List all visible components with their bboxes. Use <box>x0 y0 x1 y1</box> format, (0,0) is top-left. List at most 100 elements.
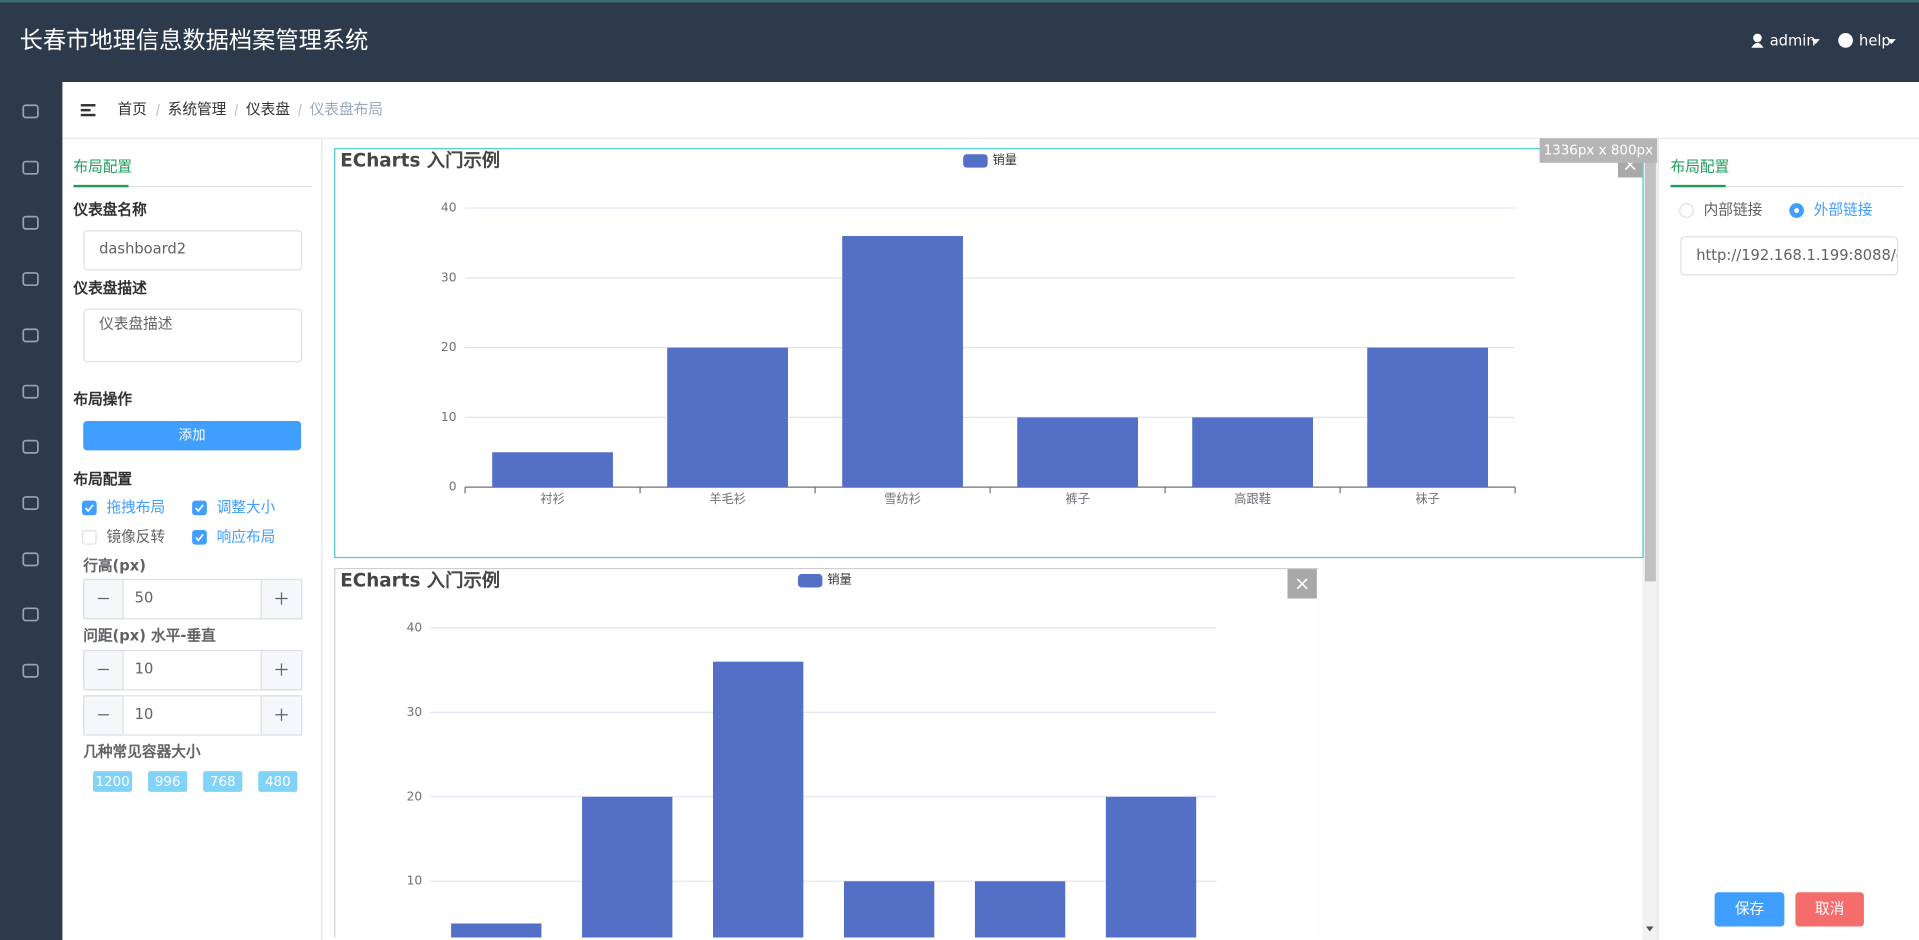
panel-tab[interactable]: 布局配置 <box>73 159 132 176</box>
checkbox[interactable] <box>192 500 207 516</box>
scroll-down-arrow[interactable] <box>1646 926 1654 932</box>
y-tick-label: 10 <box>407 874 423 888</box>
sidebar-icon[interactable] <box>22 215 39 230</box>
sidebar-icon[interactable] <box>22 328 39 343</box>
checkbox[interactable] <box>81 529 97 545</box>
bar <box>451 923 542 938</box>
help-icon[interactable] <box>1838 33 1853 48</box>
menu-toggle[interactable] <box>80 108 91 112</box>
size-indicator <box>1539 138 1658 163</box>
legend-label[interactable]: 销量 <box>827 573 851 587</box>
bar <box>712 661 804 938</box>
radio-label[interactable]: 内部链接 <box>1704 202 1763 219</box>
desc-textarea[interactable] <box>83 308 303 363</box>
bar <box>843 881 935 938</box>
cancel-button-label: 取消 <box>1815 900 1844 917</box>
y-tick-label: 20 <box>441 340 457 354</box>
legend-swatch[interactable] <box>963 154 988 168</box>
breadcrumb-item: 仪表盘布局 <box>310 100 383 118</box>
header-bar <box>0 0 1919 83</box>
bar <box>667 347 788 488</box>
y-tick-label: 40 <box>407 620 423 634</box>
close-icon <box>1296 578 1308 590</box>
size-badge[interactable] <box>93 771 133 792</box>
sidebar-icon[interactable] <box>22 160 39 175</box>
x-tick-label: 雪纺衫 <box>884 492 921 506</box>
size-badge[interactable] <box>203 771 243 792</box>
scrollbar-thumb[interactable] <box>1644 159 1656 582</box>
y-tick-label: 0 <box>449 480 457 494</box>
bar <box>1017 417 1138 488</box>
add-button[interactable] <box>83 421 302 451</box>
legend-label[interactable]: 销量 <box>993 153 1017 167</box>
y-tick-label: 20 <box>407 789 423 803</box>
bar <box>492 452 613 488</box>
sidebar-icon[interactable] <box>22 384 39 399</box>
x-tick-label: 袜子 <box>1415 492 1439 506</box>
breadcrumb-item[interactable]: 首页 <box>117 101 146 118</box>
checkbox[interactable] <box>81 500 97 516</box>
user-menu[interactable]: admin <box>1770 33 1816 50</box>
checkbox-label[interactable]: 镜像反转 <box>106 527 165 545</box>
app-title: 长春市地理信息数据档案管理系统 <box>20 27 369 54</box>
y-tick-label: 30 <box>407 705 423 719</box>
checkbox-label[interactable]: 拖拽布局 <box>106 499 165 516</box>
legend-swatch[interactable] <box>797 574 823 588</box>
y-tick-label: 10 <box>441 410 457 424</box>
bar <box>842 235 963 488</box>
sidebar-icon[interactable] <box>22 104 39 119</box>
url-value: http://192.168.1.199:8088/cha <box>1696 247 1919 264</box>
checkbox-label[interactable]: 响应布局 <box>217 527 276 545</box>
field-label: 仪表盘描述 <box>72 279 147 297</box>
section-label: 布局操作 <box>73 390 132 408</box>
size-indicator-label: 1336px x 800px <box>1544 144 1653 159</box>
menu-toggle[interactable] <box>80 113 96 117</box>
size-badge-label: 996 <box>155 775 181 790</box>
menu-toggle[interactable] <box>80 104 96 107</box>
user-icon-body[interactable] <box>1751 42 1764 48</box>
sidebar-icon[interactable] <box>22 552 39 567</box>
breadcrumb-item[interactable]: 仪表盘 <box>246 100 290 118</box>
decrease-button[interactable] <box>83 649 124 691</box>
save-button[interactable] <box>1714 892 1785 927</box>
url-input[interactable] <box>1680 236 1899 276</box>
y-tick-label: 30 <box>441 270 457 284</box>
user-icon[interactable] <box>1753 33 1762 43</box>
size-badge-label: 480 <box>265 775 291 790</box>
decrease-button[interactable] <box>83 695 124 736</box>
panel-tab[interactable]: 布局配置 <box>1671 159 1730 176</box>
field-label: 几种常见容器大小 <box>83 743 201 761</box>
radio-dot <box>1794 208 1800 213</box>
user-caret[interactable] <box>1811 39 1820 45</box>
breadcrumb-item[interactable]: 系统管理 <box>168 101 227 118</box>
help-menu[interactable]: help <box>1859 33 1891 50</box>
sidebar-icon[interactable] <box>22 272 39 287</box>
decrease-button[interactable] <box>83 578 124 620</box>
x-tick-label: 羊毛衫 <box>709 491 746 506</box>
checkbox[interactable] <box>192 529 207 545</box>
help-caret[interactable] <box>1887 39 1896 45</box>
sidebar-icon[interactable] <box>22 496 39 511</box>
radio[interactable] <box>1679 203 1694 218</box>
checkbox-check <box>195 504 204 513</box>
size-badge[interactable] <box>148 771 188 792</box>
sidebar-icon[interactable] <box>22 607 39 622</box>
plus-icon <box>275 592 288 605</box>
number-value: 10 <box>135 706 154 723</box>
size-badge-label: 1200 <box>95 775 129 790</box>
x-tick-label: 裤子 <box>1065 492 1089 506</box>
number-value: 50 <box>135 590 154 607</box>
name-input[interactable] <box>83 230 303 271</box>
cancel-button[interactable] <box>1795 892 1864 927</box>
sidebar-icon[interactable] <box>22 663 39 678</box>
size-badge-label: 768 <box>210 775 236 790</box>
checkbox-label[interactable]: 调整大小 <box>217 499 276 516</box>
size-badge[interactable] <box>258 771 298 792</box>
radio-label[interactable]: 外部链接 <box>1814 202 1873 219</box>
save-button-label: 保存 <box>1735 900 1765 917</box>
sidebar-icon[interactable] <box>22 439 39 454</box>
checkbox-check <box>85 504 94 513</box>
